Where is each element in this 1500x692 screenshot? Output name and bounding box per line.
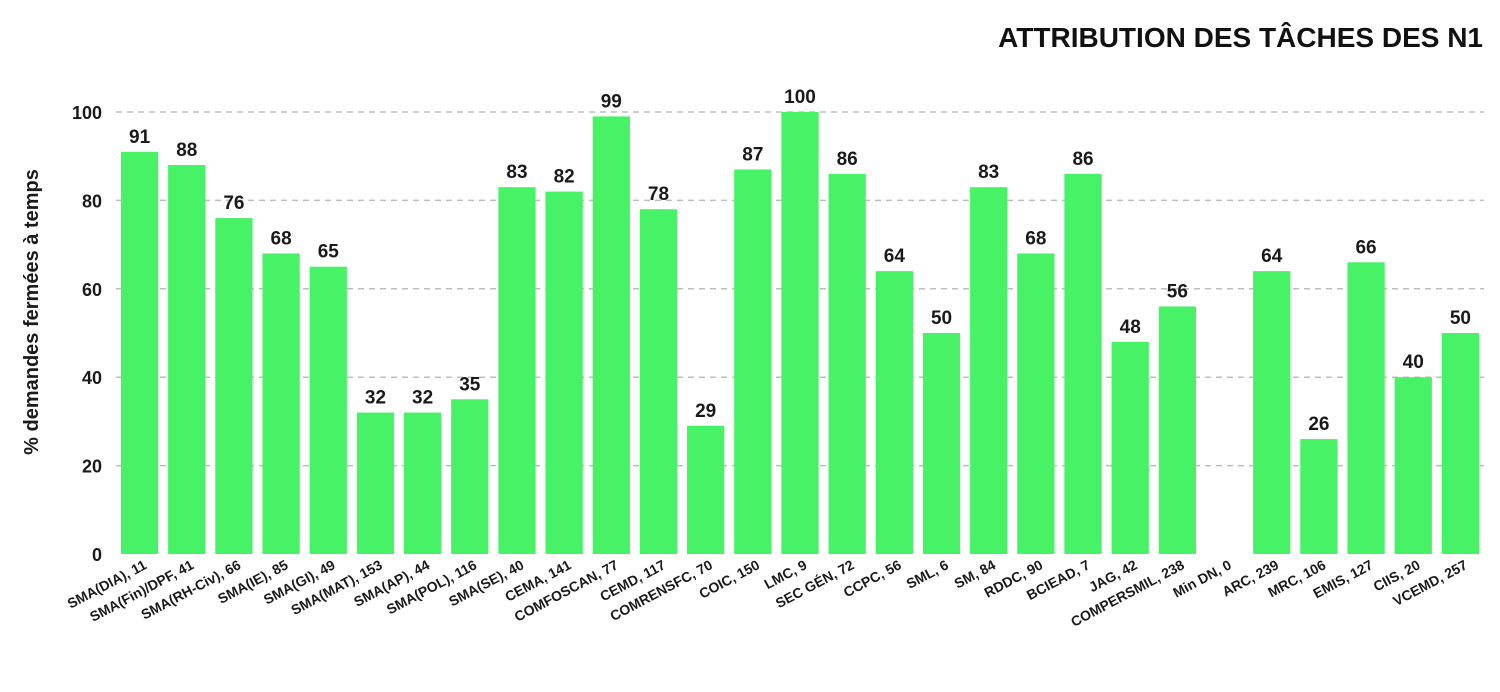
data-label: 86 <box>837 149 858 170</box>
data-label: 100 <box>784 87 816 108</box>
bar <box>545 191 583 554</box>
bar <box>356 412 395 554</box>
bars <box>120 112 1480 555</box>
data-label: 32 <box>365 388 386 409</box>
y-tick-label: 40 <box>82 368 102 388</box>
data-label: 76 <box>223 193 244 214</box>
bar <box>1441 333 1480 554</box>
data-label: 56 <box>1167 281 1188 302</box>
bar <box>498 187 536 554</box>
y-axis-label: % demandes fermées à temps <box>21 169 43 455</box>
bar <box>451 399 489 554</box>
y-axis-ticks: 0 20 40 60 80 100 <box>72 103 102 565</box>
data-label: 78 <box>648 184 669 205</box>
bar <box>1111 341 1149 554</box>
y-tick-label: 60 <box>82 280 102 300</box>
data-label: 91 <box>129 127 151 148</box>
data-label: 83 <box>978 162 999 183</box>
data-labels: 91 88 76 68 65 32 32 35 83 82 99 78 29 87 100 86 64 50 83 6… <box>129 87 1471 435</box>
bar <box>168 165 206 555</box>
bar <box>1394 377 1432 554</box>
data-label: 99 <box>601 91 622 112</box>
data-label: 64 <box>1261 246 1283 267</box>
bar <box>734 169 772 554</box>
y-tick-label: 80 <box>82 191 102 211</box>
chart-title: ATTRIBUTION DES TÂCHES DES N1 <box>998 22 1483 53</box>
x-tick-label: SML, 6 <box>904 556 952 591</box>
data-label: 29 <box>695 401 716 422</box>
data-label: 86 <box>1072 149 1093 170</box>
data-label: 26 <box>1308 414 1329 435</box>
bar <box>309 266 347 554</box>
data-label: 35 <box>459 374 481 395</box>
data-label: 40 <box>1403 352 1424 373</box>
bar <box>1253 271 1291 554</box>
bar <box>639 209 678 555</box>
data-label: 48 <box>1120 317 1141 338</box>
bar <box>828 173 866 554</box>
data-label: 88 <box>176 140 197 161</box>
bar <box>1347 262 1385 554</box>
data-label: 50 <box>1450 308 1471 329</box>
data-label: 83 <box>506 162 527 183</box>
bar <box>781 112 819 554</box>
bar <box>1158 306 1197 554</box>
bar <box>970 187 1008 554</box>
bar <box>592 116 630 555</box>
bar <box>1064 173 1102 554</box>
data-label: 65 <box>318 242 340 263</box>
y-tick-label: 100 <box>72 103 102 123</box>
data-label: 50 <box>931 308 952 329</box>
data-label: 68 <box>1025 228 1046 249</box>
data-label: 64 <box>884 246 906 267</box>
bar <box>875 271 913 554</box>
bar <box>1300 439 1338 554</box>
bar <box>687 425 725 554</box>
data-label: 66 <box>1355 237 1376 258</box>
data-label: 32 <box>412 388 433 409</box>
bar <box>1017 253 1055 554</box>
y-tick-label: 0 <box>92 545 102 565</box>
bar <box>215 218 253 554</box>
data-label: 82 <box>554 167 575 188</box>
bar <box>403 412 442 554</box>
bar <box>922 333 961 554</box>
bar <box>262 253 300 554</box>
data-label: 68 <box>271 228 292 249</box>
bar <box>120 151 159 554</box>
y-tick-label: 20 <box>82 457 102 477</box>
data-label: 87 <box>742 144 763 165</box>
